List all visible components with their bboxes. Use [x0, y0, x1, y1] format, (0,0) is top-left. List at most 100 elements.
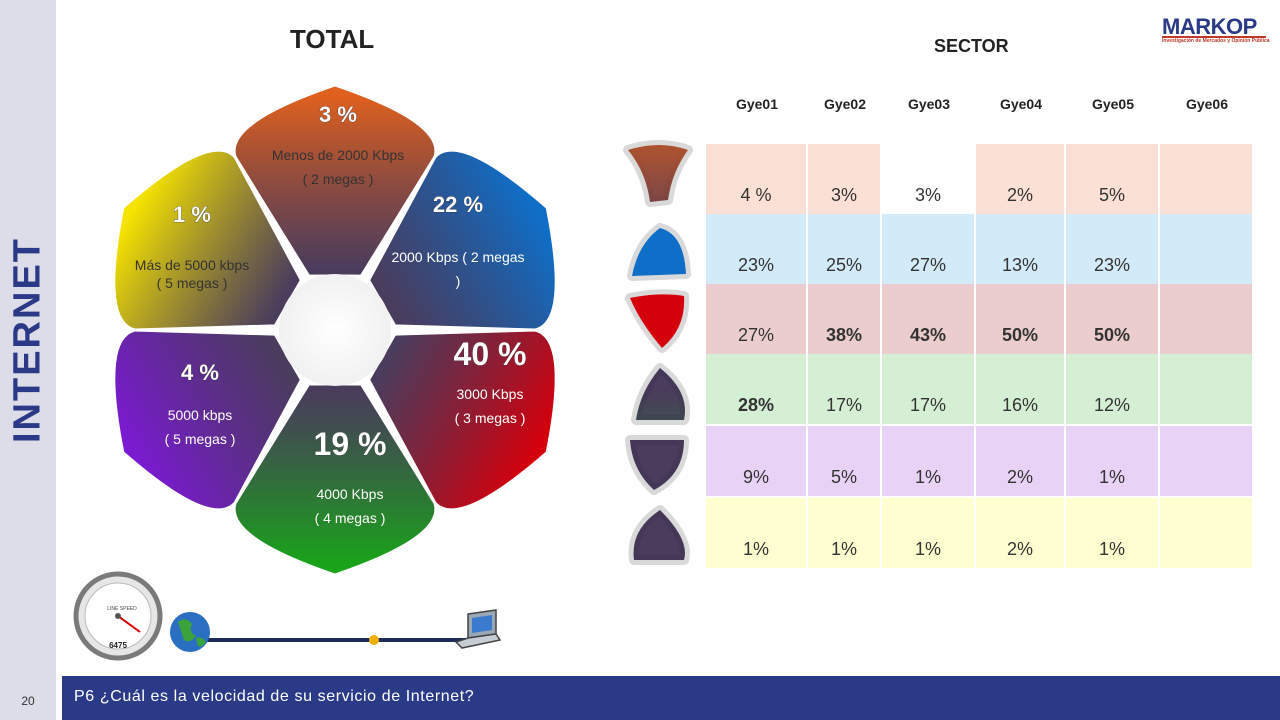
sector-table-cell — [1160, 214, 1254, 286]
sector-table-cell: 1% — [706, 498, 808, 570]
sector-table-cell: 5% — [808, 426, 882, 498]
sector-cell-value: 1% — [914, 539, 941, 559]
sector-cell-value: 2% — [1006, 185, 1033, 205]
legend-petal-icon — [630, 294, 685, 348]
sector-table-cell: 2% — [976, 144, 1066, 216]
speedometer-reading: 6475 — [109, 641, 127, 650]
slice-percent-label: 1 % — [173, 202, 211, 227]
sector-table-cell — [1160, 144, 1254, 216]
sector-column-header: Gye01 — [735, 96, 779, 112]
sector-table-cell: 5% — [1066, 144, 1160, 216]
sector-cell-value: 3% — [914, 185, 941, 205]
pie-hub — [279, 274, 391, 386]
sector-table-cell: 17% — [808, 354, 882, 426]
sector-cell-value: 17% — [825, 395, 863, 415]
slice-description: Más de 5000 kbps — [135, 257, 249, 273]
page-number: 20 — [21, 694, 35, 708]
sector-table-cell — [1160, 284, 1254, 356]
sector-table-cell: 1% — [1066, 498, 1160, 570]
speedometer-illustration: 6475 LINE SPEED — [73, 571, 502, 661]
sector-cell-value: 50% — [1001, 325, 1039, 345]
sector-column-header: Gye04 — [999, 96, 1043, 112]
sector-cell-value: 5% — [830, 467, 857, 487]
slice-percent-label: 40 % — [454, 336, 527, 372]
sector-cell-value: 25% — [825, 255, 863, 275]
brand-name: MARKOP — [1162, 14, 1257, 39]
sector-table-cell: 43% — [882, 284, 976, 356]
pie-labels: 3 % Menos de 2000 Kbps ( 2 megas ) 22 % 2000… — [135, 102, 527, 526]
sector-cell-value: 16% — [1001, 395, 1039, 415]
slice-percent-label: 4 % — [181, 360, 219, 385]
slice-description: 2000 Kbps ( 2 megas — [391, 249, 524, 265]
sector-table-cell: 2% — [976, 498, 1066, 570]
sector-cell-value: 50% — [1093, 325, 1131, 345]
sector-table-cell: 1% — [882, 426, 976, 498]
sector-cell-value: 13% — [1001, 255, 1039, 275]
sector-column-header: Gye06 — [1185, 96, 1229, 112]
sector-cell-value: 23% — [1093, 255, 1131, 275]
legend-icons — [623, 140, 693, 565]
total-title: TOTAL — [290, 24, 375, 54]
sector-column-header: Gye03 — [907, 96, 951, 112]
sector-table-cell: 13% — [976, 214, 1066, 286]
sector-table-cell: 23% — [1066, 214, 1160, 286]
slice-description: 5000 kbps — [168, 407, 233, 423]
connection-node — [369, 635, 379, 645]
question-footer: P6 ¿Cuál es la velocidad de su servicio … — [62, 676, 1280, 720]
sector-cell-value: 27% — [737, 325, 775, 345]
sector-cell-value: 4 % — [740, 185, 772, 205]
sector-table-cell: 1% — [808, 498, 882, 570]
sector-table-cell: 27% — [882, 214, 976, 286]
slice-description: 3000 Kbps — [457, 386, 524, 402]
sector-table-cell — [1160, 426, 1254, 498]
sector-cell-value: 1% — [1098, 467, 1125, 487]
sector-cell-value: 3% — [830, 185, 857, 205]
slice-percent-label: 22 % — [433, 192, 483, 217]
sector-table-cell: 3% — [882, 144, 976, 216]
sector-table-cell: 3% — [808, 144, 882, 216]
legend-petal-icon — [636, 368, 685, 420]
question-text: P6 ¿Cuál es la velocidad de su servicio … — [74, 688, 475, 705]
sector-table-cell: 1% — [882, 498, 976, 570]
sector-table-cell: 50% — [976, 284, 1066, 356]
sector-table-cell: 9% — [706, 426, 808, 498]
sector-table-cell: 12% — [1066, 354, 1160, 426]
slice-description: ( 5 megas ) — [165, 431, 236, 447]
sector-table-cell — [1160, 354, 1254, 426]
sector-table-cell: 23% — [706, 214, 808, 286]
slice-percent-label: 3 % — [319, 102, 357, 127]
sector-column-header: Gye05 — [1091, 96, 1135, 112]
legend-petal-icon — [628, 145, 688, 202]
sector-table-cell: 25% — [808, 214, 882, 286]
slice-description: ( 2 megas ) — [303, 171, 374, 187]
sector-cell-value: 2% — [1006, 539, 1033, 559]
sector-cell-value: 43% — [909, 325, 947, 345]
legend-petal-icon — [632, 228, 686, 276]
side-band — [0, 0, 56, 720]
sector-table-cell: 38% — [808, 284, 882, 356]
sector-cell-value: 17% — [909, 395, 947, 415]
sector-table-cell: 2% — [976, 426, 1066, 498]
sector-table-cell: 50% — [1066, 284, 1160, 356]
sector-cell-value: 27% — [909, 255, 947, 275]
brand-underline — [1162, 36, 1266, 38]
sector-column-header: Gye02 — [823, 96, 867, 112]
slice-description: Menos de 2000 Kbps — [272, 147, 404, 163]
sector-table-cell: 17% — [882, 354, 976, 426]
laptop-icon — [454, 609, 502, 649]
sector-cell-value: 28% — [737, 395, 775, 415]
sector-cell-value: 1% — [1098, 539, 1125, 559]
sector-table-cell — [1160, 498, 1254, 570]
sector-table-cell: 16% — [976, 354, 1066, 426]
sector-table-cell: 4 % — [706, 144, 808, 216]
pie-slices — [112, 83, 558, 577]
sector-cell-value: 1% — [914, 467, 941, 487]
slice-description: 4000 Kbps — [317, 486, 384, 502]
sector-table-cell: 1% — [1066, 426, 1160, 498]
sector-cell-value: 1% — [830, 539, 857, 559]
slice-description: ( 5 megas ) — [157, 275, 228, 291]
sector-title: SECTOR — [934, 36, 1009, 56]
legend-petal-icon — [630, 440, 684, 490]
slice-percent-label: 19 % — [314, 426, 387, 462]
